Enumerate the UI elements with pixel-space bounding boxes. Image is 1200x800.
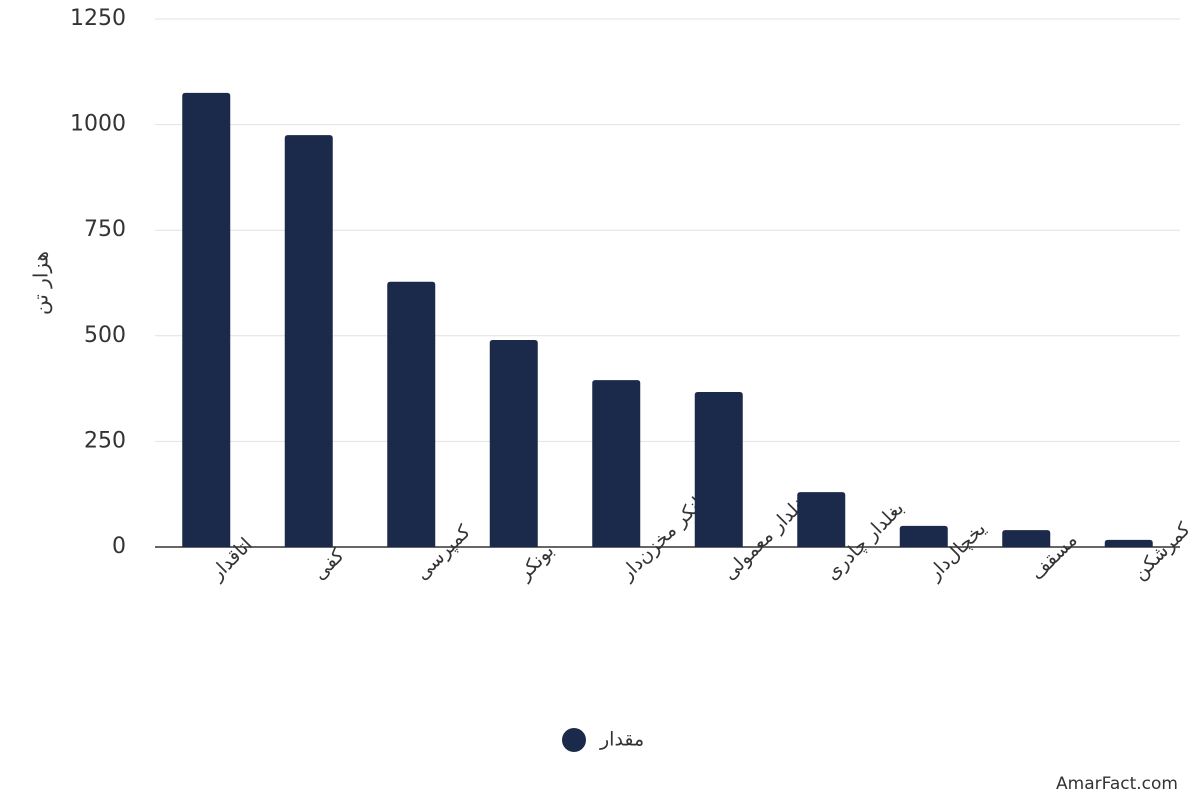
- bar: [899, 525, 948, 547]
- x-tick-label: کفی: [309, 544, 350, 585]
- bar: [694, 391, 743, 547]
- y-tick-label: 750: [84, 217, 126, 242]
- bar: [182, 92, 231, 548]
- bar: [1002, 530, 1051, 547]
- y-tick-label: 1000: [70, 112, 126, 137]
- y-tick-label: 1250: [70, 6, 126, 31]
- bar: [592, 380, 641, 547]
- y-tick-label: 0: [112, 534, 126, 559]
- credit: AmarFact.com: [1056, 774, 1178, 794]
- y-tick-label: 250: [84, 428, 126, 453]
- y-axis-label: هزار تن: [29, 251, 53, 315]
- legend-label: مقدار: [599, 729, 644, 751]
- x-tick-label: کمرشکن: [1129, 518, 1196, 585]
- legend-marker: [562, 728, 586, 752]
- bar: [387, 281, 436, 547]
- bar: [1104, 539, 1153, 547]
- bar: [284, 135, 333, 547]
- bar: [489, 340, 538, 547]
- y-tick-label: 500: [84, 323, 126, 348]
- bar: [797, 492, 846, 547]
